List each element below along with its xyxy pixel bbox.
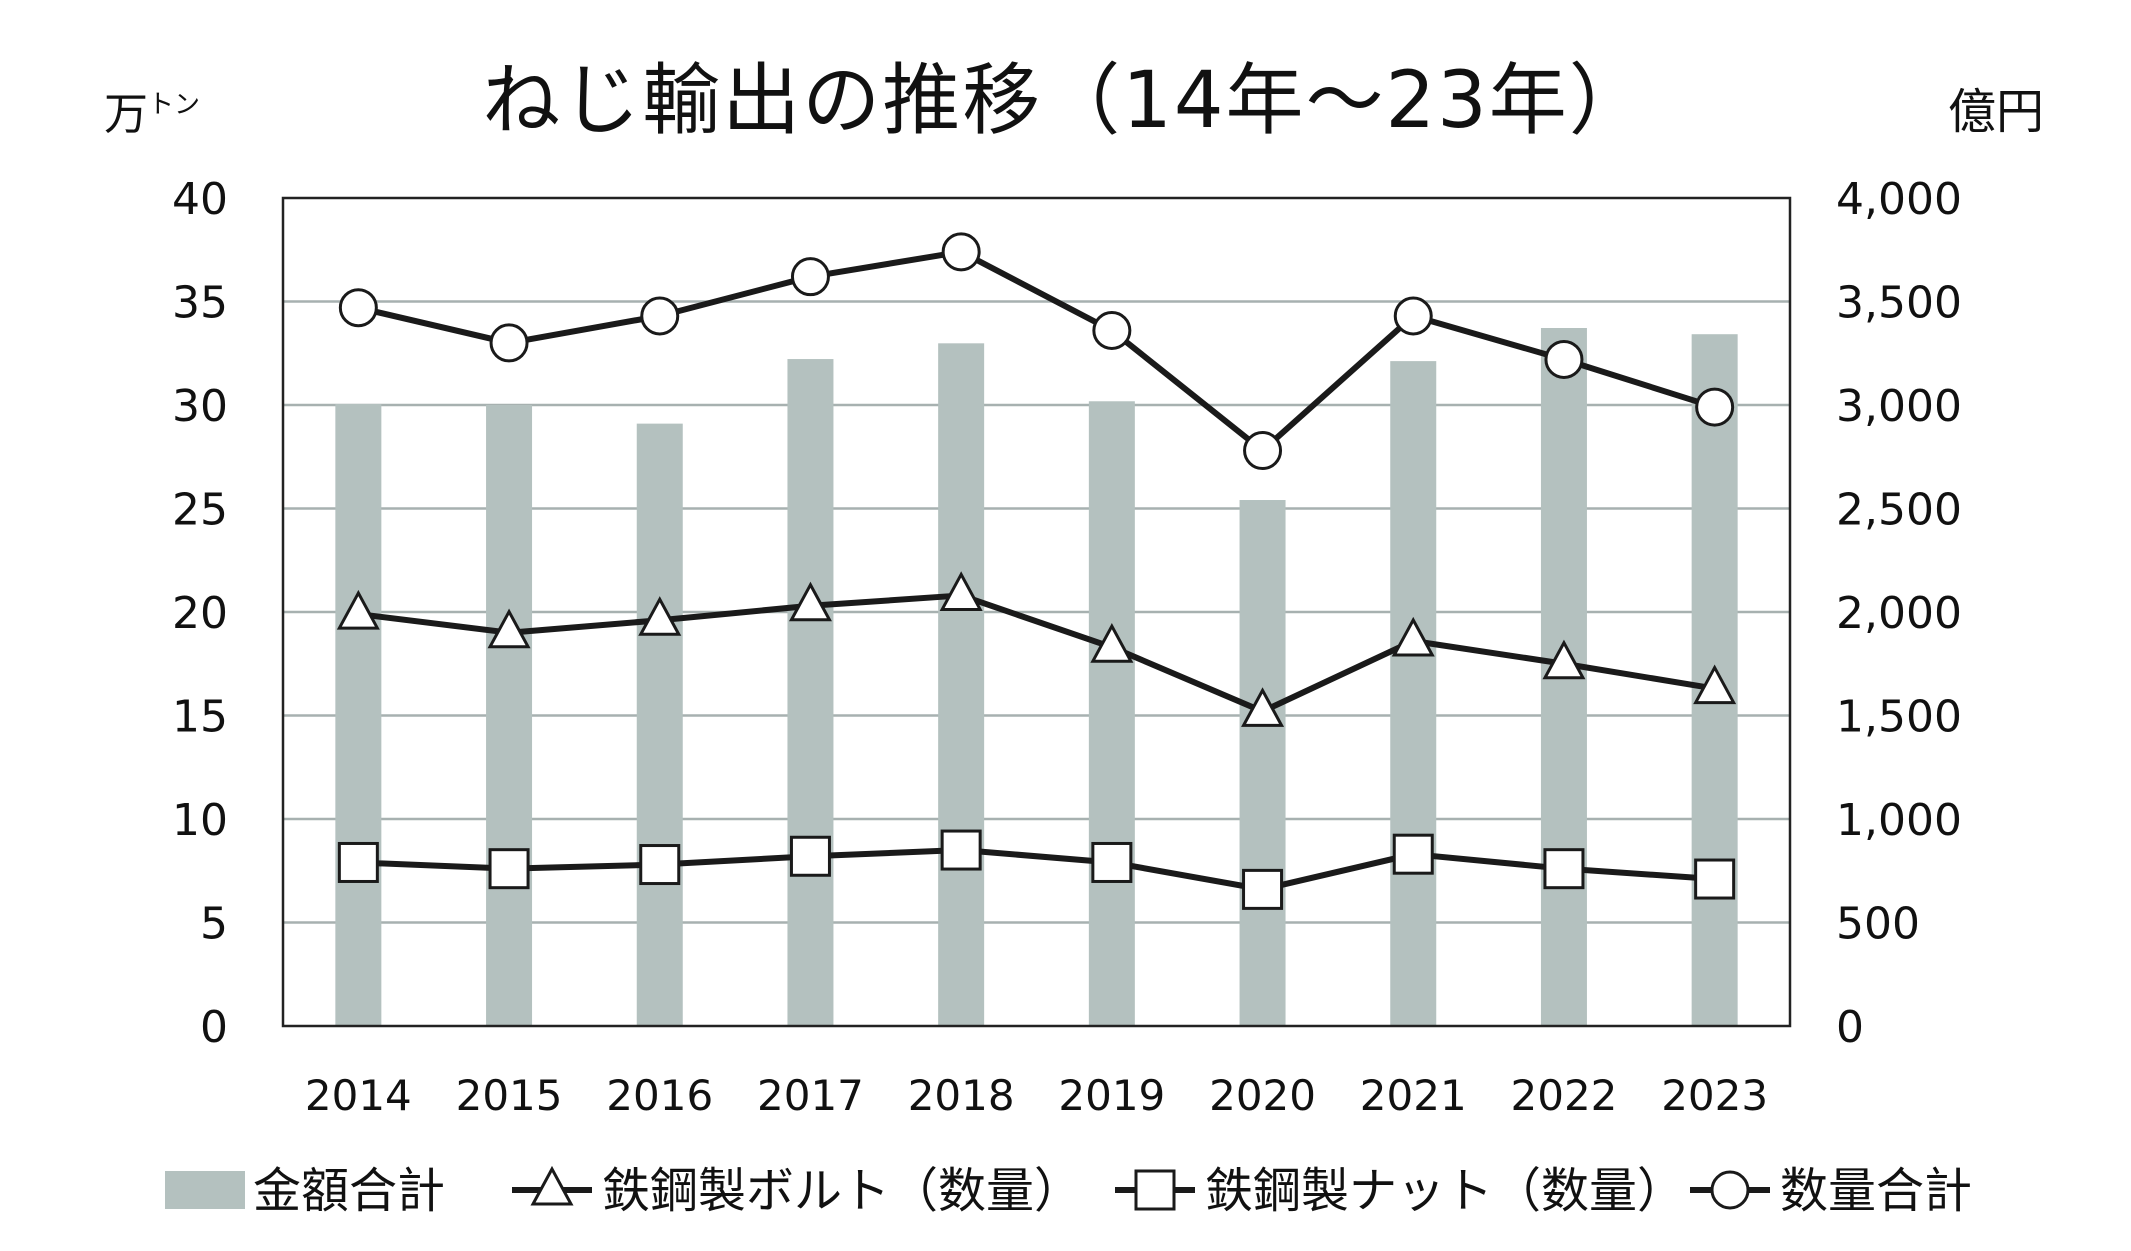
legend-marker-circle — [1710, 1170, 1750, 1210]
left-tick-label: 35 — [172, 278, 228, 329]
marker-triangle-2015 — [487, 608, 531, 649]
marker-circle-2022 — [1544, 339, 1584, 379]
marker-triangle-2018 — [939, 571, 983, 611]
x-tick-label: 2015 — [456, 1071, 563, 1120]
grid-layer — [283, 300, 1790, 924]
legend-label: 金額合計 — [253, 1163, 445, 1219]
marker-square-2022 — [1543, 848, 1585, 890]
legend-label: 鉄鋼製ボルト（数量） — [602, 1163, 1082, 1219]
legend-label: 数量合計 — [1780, 1163, 1972, 1219]
right-tick-label: 2,500 — [1836, 485, 1962, 536]
right-tick-label: 4,000 — [1836, 174, 1962, 225]
marker-square-2021 — [1392, 833, 1434, 875]
marker-square-2023 — [1694, 858, 1736, 900]
x-tick-label: 2014 — [305, 1071, 412, 1120]
bar-2016 — [636, 423, 683, 1026]
x-tick-label: 2022 — [1511, 1071, 1618, 1120]
bar-2020 — [1239, 500, 1286, 1026]
right-axis-unit: 億円 — [1948, 84, 2045, 140]
legend-swatch-bar — [165, 1171, 245, 1209]
marker-circle-2019 — [1092, 310, 1132, 350]
marker-triangle-2014 — [336, 589, 380, 630]
marker-triangle-2017 — [788, 581, 832, 622]
series-line-triangle — [357, 592, 1716, 715]
marker-triangle-2023 — [1693, 664, 1737, 705]
marker-square-2018 — [940, 829, 982, 871]
plot-border — [281, 196, 1792, 1028]
legend-label: 鉄鋼製ナット（数量） — [1205, 1163, 1685, 1219]
marker-circle-2018 — [941, 232, 981, 272]
marker-square-2015 — [488, 848, 530, 890]
bar-2015 — [486, 405, 533, 1026]
left-tick-label: 5 — [200, 899, 228, 950]
right-tick-label: 3,000 — [1836, 381, 1962, 432]
legend-marker-square — [1134, 1169, 1176, 1211]
marker-square-2016 — [639, 844, 681, 886]
axis-label-layer: 0 5 10 15 20 25 30 35 40 0 500 1,000 1,500 2,000 2,500… — [172, 174, 1962, 1120]
marker-square-2014 — [337, 841, 379, 883]
left-tick-label: 15 — [172, 692, 228, 743]
legend-item: 鉄鋼製ボルト（数量） — [512, 1163, 1082, 1219]
bar-2021 — [1390, 361, 1437, 1027]
marker-square-2017 — [789, 835, 831, 877]
x-tick-label: 2023 — [1661, 1071, 1768, 1120]
plot-frame — [281, 196, 1792, 1028]
line-layer — [357, 248, 1716, 893]
marker-circle-2014 — [338, 288, 378, 328]
bar-2014 — [335, 403, 382, 1027]
bar-2019 — [1088, 401, 1135, 1026]
marker-square-2019 — [1091, 841, 1133, 883]
marker-circle-2015 — [489, 323, 529, 363]
right-tick-label: 2,000 — [1836, 588, 1962, 639]
marker-triangle-2016 — [638, 596, 682, 636]
x-tick-label: 2017 — [757, 1071, 864, 1120]
left-tick-label: 10 — [172, 795, 228, 846]
legend-item: 数量合計 — [1690, 1163, 1972, 1219]
chart-title: ねじ輸出の推移（14年～23年） — [482, 56, 1649, 146]
left-tick-label: 30 — [172, 381, 228, 432]
x-tick-label: 2016 — [606, 1071, 713, 1120]
x-tick-label: 2019 — [1058, 1071, 1165, 1120]
right-tick-label: 1,000 — [1836, 795, 1962, 846]
marker-triangle-2021 — [1391, 616, 1435, 657]
left-axis-unit: 万トン — [104, 78, 200, 142]
marker-circle-2021 — [1393, 296, 1433, 336]
legend: 金額合計 鉄鋼製ボルト（数量） 鉄鋼製ナット（数量） 数量合計 — [165, 1163, 1972, 1219]
bar-2017 — [787, 359, 834, 1026]
bar-2018 — [938, 343, 985, 1027]
bar-layer — [335, 327, 1738, 1027]
marker-circle-2016 — [640, 296, 680, 336]
right-tick-label: 1,500 — [1836, 692, 1962, 743]
series-line-square — [358, 847, 1715, 893]
left-axis-unit-main: 万 — [104, 89, 148, 140]
left-tick-label: 25 — [172, 485, 228, 536]
marker-circle-2023 — [1695, 387, 1735, 427]
x-tick-label: 2020 — [1209, 1071, 1316, 1120]
marker-square-2020 — [1242, 868, 1284, 910]
left-axis-unit-sup: トン — [148, 90, 201, 120]
series-line-circle — [357, 248, 1716, 454]
marker-triangle-2022 — [1542, 639, 1586, 680]
right-tick-label: 0 — [1836, 1002, 1864, 1053]
right-tick-label: 3,500 — [1836, 278, 1962, 329]
left-tick-label: 40 — [172, 174, 228, 225]
marker-triangle-2019 — [1090, 623, 1134, 663]
marker-circle-2020 — [1243, 431, 1283, 471]
x-tick-label: 2018 — [908, 1071, 1015, 1120]
marker-triangle-2020 — [1241, 687, 1285, 727]
left-tick-label: 0 — [200, 1002, 228, 1053]
legend-item: 鉄鋼製ナット（数量） — [1115, 1163, 1685, 1219]
marker-circle-2017 — [790, 257, 830, 297]
x-tick-label: 2021 — [1360, 1071, 1467, 1120]
marker-layer — [336, 232, 1737, 910]
left-tick-label: 20 — [172, 588, 228, 639]
right-tick-label: 500 — [1836, 899, 1920, 950]
legend-marker-triangle — [530, 1165, 574, 1206]
legend-item: 金額合計 — [165, 1163, 445, 1219]
